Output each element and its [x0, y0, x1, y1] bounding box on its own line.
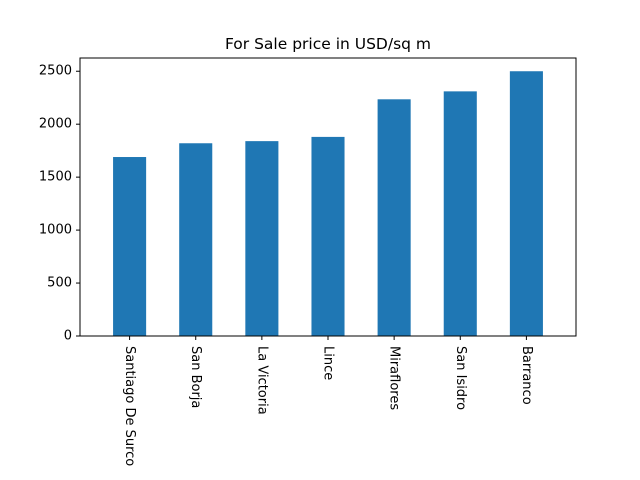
- x-tick-label: La Victoria: [254, 346, 269, 415]
- bars: [113, 71, 543, 336]
- bar: [443, 91, 477, 336]
- bar: [509, 71, 543, 336]
- plot-frame: [79, 57, 577, 337]
- y-tick-label: 2500: [39, 64, 72, 79]
- y-tick-label: 0: [64, 329, 72, 344]
- y-tick-label: 2000: [39, 117, 72, 132]
- x-tick-label: Barranco: [519, 346, 534, 405]
- bar: [179, 143, 213, 336]
- y-tick-label: 1000: [39, 223, 72, 238]
- bar: [245, 141, 279, 336]
- chart-title: For Sale price in USD/sq m: [225, 35, 431, 53]
- x-tick-label: Miraflores: [387, 346, 402, 410]
- y-tick-label: 500: [47, 276, 72, 291]
- x-tick-label: San Isidro: [453, 346, 468, 410]
- bar: [377, 99, 411, 336]
- bar: [311, 136, 345, 336]
- x-tick-label: Santiago De Surco: [122, 346, 137, 466]
- y-tick-label: 1500: [39, 170, 72, 185]
- x-tick-label: Lince: [321, 346, 336, 380]
- x-axis: Santiago De Surco San Borja La Victoria Lin…: [122, 336, 534, 466]
- x-tick-label: San Borja: [188, 346, 203, 408]
- y-axis: 0 500 1000 1500 2000 2500: [39, 64, 80, 344]
- bar: [113, 157, 147, 336]
